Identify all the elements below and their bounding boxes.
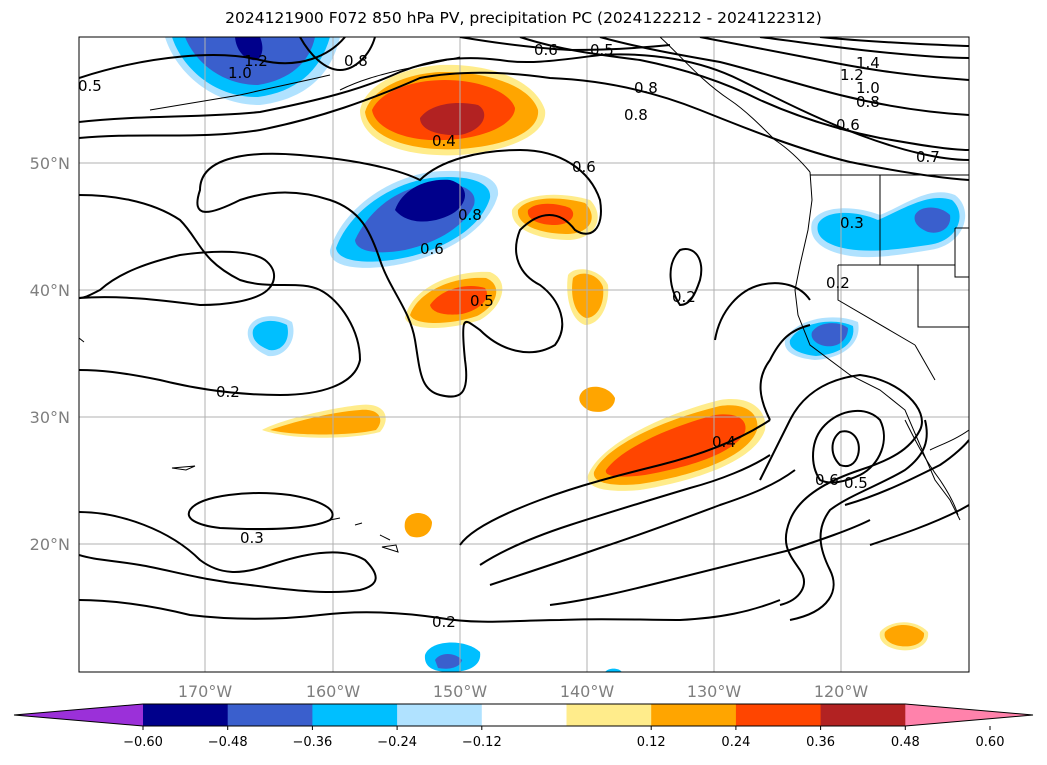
contour-label: 0.6 bbox=[420, 240, 444, 258]
colorbar-segment bbox=[735, 704, 822, 726]
lon-label-140w: 140°W bbox=[560, 682, 615, 701]
colorbar-segment bbox=[820, 704, 906, 726]
colorbar-tick-label: −0.12 bbox=[462, 735, 502, 750]
contour-label: 0.4 bbox=[432, 132, 456, 150]
pv-contours bbox=[79, 37, 969, 623]
colorbar-segment bbox=[651, 704, 737, 726]
contour-label: 1.2 bbox=[840, 66, 864, 84]
contour-label: 0.5 bbox=[470, 292, 494, 310]
contour-label: 0.5 bbox=[844, 474, 868, 492]
longitude-labels: 170°W 160°W 150°W 140°W 130°W 120°W bbox=[178, 682, 869, 701]
colorbar-tick-label: 0.48 bbox=[891, 735, 920, 750]
colorbar-tick-label: −0.60 bbox=[123, 735, 163, 750]
latitude-labels: 50°N 40°N 30°N 20°N bbox=[30, 154, 70, 554]
contour-label: 0.5 bbox=[78, 77, 102, 95]
contour-label: 0.3 bbox=[840, 214, 864, 232]
colorbar-tick-label: −0.48 bbox=[208, 735, 248, 750]
contour-label: 1.2 bbox=[244, 52, 268, 70]
colorbar-segment bbox=[227, 704, 313, 726]
colorbar-tick-label: 0.36 bbox=[806, 735, 835, 750]
colorbar-tick-label: 0.24 bbox=[721, 735, 750, 750]
contour-label: 0.8 bbox=[458, 206, 482, 224]
contour-label: 1.0 bbox=[228, 64, 252, 82]
contour-label: 1.0 bbox=[856, 79, 880, 97]
contour-label: 0.6 bbox=[815, 471, 839, 489]
map-area: 0.5 1.2 1.0 0.8 0.6 0.5 1.4 1.2 1.0 0.8 … bbox=[78, 37, 969, 672]
contour-label: 0.2 bbox=[432, 613, 456, 631]
colorbar-extend-max bbox=[905, 704, 1033, 726]
contour-label: 0.6 bbox=[836, 116, 860, 134]
precip-shading bbox=[165, 37, 966, 672]
lon-label-160w: 160°W bbox=[306, 682, 361, 701]
colorbar-segment bbox=[566, 704, 652, 726]
colorbar-tick-label: 0.12 bbox=[637, 735, 666, 750]
colorbar-segment bbox=[312, 704, 398, 726]
colorbar: −0.60 −0.48 −0.36 −0.24 −0.12 0.12 0.24 0.36 0.4… bbox=[13, 703, 1034, 750]
lon-label-150w: 150°W bbox=[433, 682, 488, 701]
contour-label: 0.3 bbox=[240, 529, 264, 547]
contour-label: 0.2 bbox=[216, 383, 240, 401]
map-frame bbox=[78, 36, 970, 673]
contour-label: 0.8 bbox=[344, 52, 368, 70]
contour-label: 1.4 bbox=[856, 54, 880, 72]
graticule bbox=[79, 37, 969, 672]
colorbar-segment bbox=[397, 704, 483, 726]
map-title: 2024121900 F072 850 hPa PV, precipitatio… bbox=[225, 9, 822, 27]
colorbar-tick-label: −0.24 bbox=[377, 735, 417, 750]
contour-label: 0.8 bbox=[624, 106, 648, 124]
colorbar-segment bbox=[481, 704, 567, 726]
colorbar-extend-min bbox=[14, 704, 143, 726]
colorbar-tick-label: 0.60 bbox=[976, 735, 1005, 750]
contour-labels: 0.5 1.2 1.0 0.8 0.6 0.5 1.4 1.2 1.0 0.8 … bbox=[78, 41, 940, 631]
coastlines bbox=[79, 37, 969, 553]
colorbar-segment bbox=[143, 704, 229, 726]
lat-label-50n: 50°N bbox=[30, 154, 70, 173]
contour-label: 0.6 bbox=[534, 41, 558, 59]
lon-label-170w: 170°W bbox=[178, 682, 233, 701]
lat-label-40n: 40°N bbox=[30, 281, 70, 300]
contour-label: 0.7 bbox=[916, 148, 940, 166]
lat-label-30n: 30°N bbox=[30, 408, 70, 427]
contour-label: 0.4 bbox=[712, 433, 736, 451]
contour-label: 0.6 bbox=[572, 158, 596, 176]
lat-label-20n: 20°N bbox=[30, 535, 70, 554]
contour-label: 0.2 bbox=[826, 274, 850, 292]
contour-label: 0.5 bbox=[590, 41, 614, 59]
colorbar-tick-label: −0.36 bbox=[292, 735, 332, 750]
lon-label-120w: 120°W bbox=[814, 682, 869, 701]
contour-label: 0.8 bbox=[856, 93, 880, 111]
contour-label: 0.8 bbox=[634, 79, 658, 97]
lon-label-130w: 130°W bbox=[687, 682, 742, 701]
contour-label: 0.2 bbox=[672, 288, 696, 306]
